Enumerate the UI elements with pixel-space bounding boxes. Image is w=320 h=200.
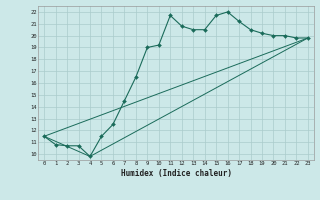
X-axis label: Humidex (Indice chaleur): Humidex (Indice chaleur)	[121, 169, 231, 178]
